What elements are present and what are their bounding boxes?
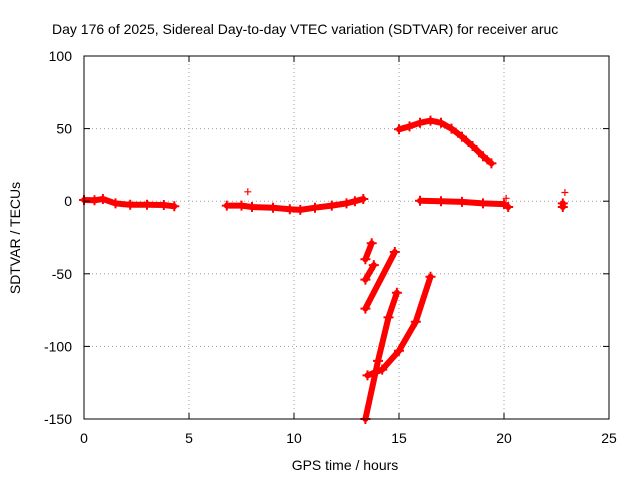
data-segment	[415, 195, 514, 212]
data-point	[169, 201, 180, 212]
data-point	[268, 202, 278, 213]
y-tick-label: -150	[44, 411, 72, 427]
data-point	[349, 196, 360, 207]
data-segment	[561, 189, 569, 196]
data-point	[557, 202, 568, 212]
data-point	[446, 123, 457, 134]
data-segment	[360, 260, 379, 285]
data-point	[110, 198, 121, 209]
data-point	[404, 121, 415, 132]
data-line	[396, 117, 495, 167]
data-point	[457, 196, 467, 207]
data-point	[360, 303, 371, 314]
data-point	[415, 195, 425, 206]
y-tick-label: 100	[49, 48, 73, 64]
x-tick-label: 0	[80, 430, 88, 446]
data-point	[158, 200, 169, 210]
data-series	[79, 115, 569, 424]
x-tick-label: 25	[601, 430, 617, 446]
data-segment	[360, 247, 400, 314]
data-segment	[221, 194, 369, 215]
data-point	[377, 364, 388, 375]
data-point	[368, 260, 379, 271]
data-point	[366, 238, 377, 249]
data-point	[89, 195, 100, 206]
data-point	[478, 151, 488, 162]
data-point	[284, 204, 295, 215]
x-tick-label: 20	[496, 430, 512, 446]
data-point	[425, 271, 436, 282]
x-axis-label: GPS time / hours	[292, 457, 399, 473]
y-tick-label: -50	[52, 266, 72, 282]
chart-title: Day 176 of 2025, Sidereal Day-to-day VTE…	[52, 21, 558, 37]
data-line	[362, 262, 377, 283]
data-segment	[394, 115, 497, 169]
data-point	[221, 200, 232, 211]
data-point	[425, 115, 436, 126]
data-point	[436, 196, 446, 207]
data-point	[486, 158, 497, 169]
data-segment	[362, 271, 436, 381]
data-point	[394, 124, 404, 135]
data-point	[502, 194, 510, 202]
y-tick-label: 0	[64, 193, 72, 209]
data-point	[383, 312, 394, 323]
data-segment	[79, 194, 180, 212]
data-point	[142, 199, 152, 210]
data-point	[391, 287, 402, 298]
data-point	[457, 131, 467, 142]
data-point	[478, 198, 488, 209]
data-segment	[360, 238, 377, 265]
y-tick-label: -100	[44, 338, 72, 354]
data-point	[389, 247, 400, 257]
data-point	[310, 202, 320, 213]
data-point	[561, 189, 569, 196]
data-point	[410, 316, 421, 327]
axis-ticks: 0 5 10 15 20 25 -150 -100 -50 0 50 100	[44, 48, 617, 446]
data-point	[503, 202, 514, 212]
data-point	[360, 254, 371, 265]
x-tick-label: 10	[286, 430, 302, 446]
data-point	[244, 188, 252, 196]
data-point	[467, 141, 478, 151]
y-tick-label: 50	[56, 121, 72, 137]
data-segment	[557, 198, 568, 212]
data-point	[362, 370, 373, 381]
data-point	[97, 194, 108, 204]
data-line	[362, 240, 375, 263]
grid-lines	[84, 56, 609, 419]
data-point	[326, 200, 337, 211]
data-point	[358, 194, 369, 204]
data-point	[236, 200, 247, 211]
data-point	[360, 274, 371, 285]
data-line	[362, 249, 398, 312]
x-tick-label: 15	[391, 430, 407, 446]
data-point	[436, 117, 446, 128]
data-point	[125, 199, 136, 210]
x-tick-label: 5	[185, 430, 193, 446]
data-point	[415, 117, 425, 128]
data-point	[394, 345, 404, 356]
data-segment	[244, 188, 252, 196]
data-point	[373, 355, 383, 366]
y-axis-label: SDTVAR / TECUs	[7, 182, 23, 294]
data-segment	[502, 194, 510, 202]
plot-frame	[83, 55, 610, 420]
data-point	[295, 204, 306, 215]
data-point	[247, 202, 257, 212]
data-point	[341, 198, 352, 209]
data-line	[362, 289, 400, 422]
